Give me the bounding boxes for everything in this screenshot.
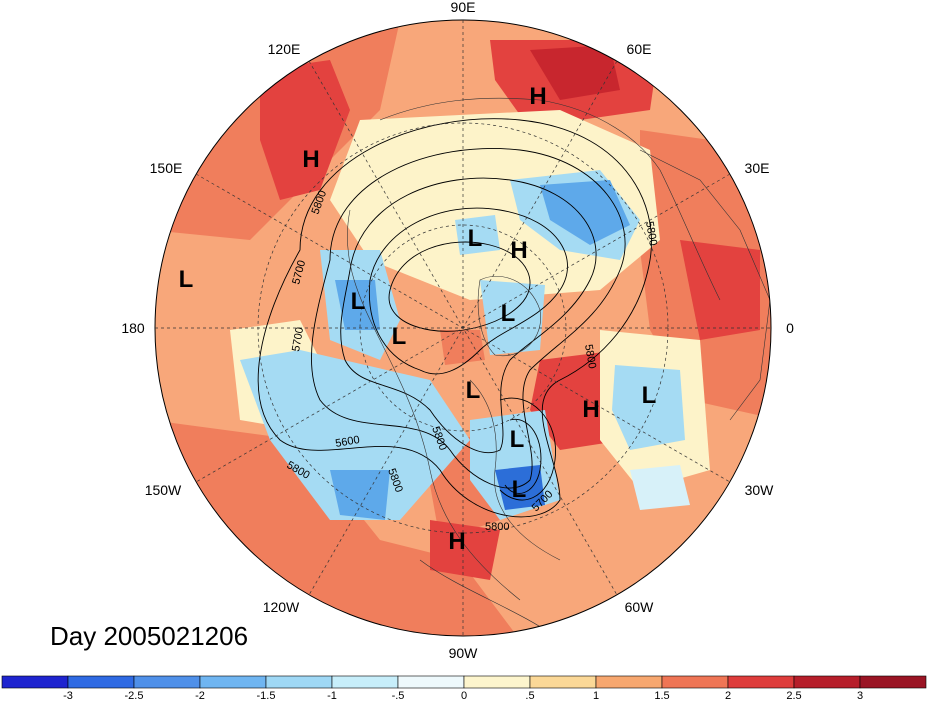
contour-trough-east-us bbox=[499, 397, 556, 501]
low-center-east-us: L bbox=[510, 426, 525, 453]
latitude-circle-outer bbox=[257, 122, 669, 534]
high-center-arctic: H bbox=[510, 237, 527, 264]
height-contours bbox=[257, 118, 652, 518]
high-center-eurasia: H bbox=[529, 83, 546, 110]
lon-label-30w: 30W bbox=[745, 482, 775, 498]
cool-anomaly-east-atlantic bbox=[612, 365, 685, 450]
colorbar-swatch bbox=[133, 675, 201, 689]
contour-label: 5700 bbox=[290, 326, 306, 352]
colorbar-tick-label: -.5 bbox=[392, 690, 405, 702]
coastline-europe bbox=[639, 149, 771, 421]
colorbar-tick-label: 0 bbox=[461, 690, 467, 702]
contour-5600 bbox=[340, 177, 597, 454]
contour-label: 5600 bbox=[334, 434, 360, 450]
colorbar-swatch bbox=[661, 675, 729, 689]
lon-label-120w: 120W bbox=[263, 599, 300, 615]
colorbar-tick-label: 2.5 bbox=[786, 690, 801, 702]
lon-label-150w: 150W bbox=[145, 482, 182, 498]
colorbar-swatch bbox=[199, 675, 267, 689]
high-center-siberia: H bbox=[302, 146, 319, 173]
low-center-alaska: L bbox=[351, 288, 366, 315]
lon-label-60w: 60W bbox=[625, 599, 655, 615]
contour-label: 5800 bbox=[582, 343, 598, 369]
coastline-north-america-east bbox=[469, 379, 561, 561]
lon-label-90e: 90E bbox=[451, 0, 476, 15]
cool-anomaly-alaska-core bbox=[335, 280, 380, 330]
lon-label-150e: 150E bbox=[150, 160, 183, 176]
colorbar-tick-label: 3 bbox=[857, 690, 863, 702]
low-center-hudson: L bbox=[466, 377, 481, 404]
contour-5700 bbox=[310, 148, 626, 489]
colorbar-swatch bbox=[331, 675, 399, 689]
low-center-greenland: L bbox=[501, 300, 516, 327]
colorbar-tick-label: -2 bbox=[195, 690, 205, 702]
colorbar-tick-label: -1 bbox=[327, 690, 337, 702]
cool-anomaly-greenland bbox=[480, 280, 545, 355]
coastline-greenland bbox=[477, 276, 541, 357]
warm-anomaly-mexico bbox=[430, 520, 500, 580]
warm-anomaly-polar bbox=[440, 330, 485, 365]
contour-label: 5800 bbox=[643, 220, 659, 246]
low-center-atlantic-coast: L bbox=[512, 476, 527, 503]
meridian-150e-30w bbox=[195, 173, 731, 483]
contour-5500 bbox=[368, 207, 568, 375]
map-title: Day 2005021206 bbox=[50, 621, 248, 651]
colorbar-swatch bbox=[265, 675, 333, 689]
cool-anomaly-scandinavia-core bbox=[540, 180, 630, 245]
coastline-north-america-west bbox=[347, 209, 521, 601]
cool-anomaly-subtropical bbox=[630, 465, 690, 510]
colorbar: -3 -2.5 -2 -1.5 -1 -.5 0 .5 1 1.5 2 2.5 3 bbox=[1, 675, 927, 702]
warm-anomaly-siberia bbox=[260, 60, 350, 200]
colorbar-tick-label: .5 bbox=[525, 690, 534, 702]
pressure-centers: H H L H L L L L L L H L L H bbox=[179, 83, 657, 555]
contour-trough-inner bbox=[504, 418, 542, 494]
low-center-east-atlantic: L bbox=[642, 382, 657, 409]
colorbar-swatch bbox=[529, 675, 597, 689]
colorbar-swatch bbox=[859, 675, 927, 689]
colorbar-swatch bbox=[1, 675, 69, 689]
colorbar-swatch bbox=[727, 675, 795, 689]
latitude-circle-inner bbox=[359, 224, 567, 432]
cool-anomaly-gulf-alaska bbox=[330, 470, 390, 520]
colorbar-tick-label: 1.5 bbox=[654, 690, 669, 702]
coastline-eurasia bbox=[379, 97, 721, 301]
cool-anomaly-north-pacific bbox=[240, 350, 470, 520]
colorbar-tick-label: 2 bbox=[725, 690, 731, 702]
colorbar-tick-label: -3 bbox=[63, 690, 73, 702]
colorbar-swatch bbox=[463, 675, 531, 689]
lon-label-120e: 120E bbox=[268, 41, 301, 57]
lon-label-30e: 30E bbox=[745, 160, 770, 176]
cool-anomaly-east-us-core bbox=[495, 465, 545, 510]
warm-anomaly-west-europe bbox=[680, 240, 760, 340]
graticule bbox=[155, 20, 771, 636]
colorbar-tick-label: -1.5 bbox=[257, 690, 276, 702]
colorbar-tick-label: 1 bbox=[593, 690, 599, 702]
lon-label-60e: 60E bbox=[627, 41, 652, 57]
low-center-siberia: L bbox=[468, 225, 483, 252]
colorbar-tick-label: -2.5 bbox=[125, 690, 144, 702]
lon-label-0: 0 bbox=[786, 320, 794, 336]
warm-anomaly-core-eurasia bbox=[530, 45, 620, 100]
longitude-labels: 90E 60E 30E 0 30W 60W 90W 120W 150W 180 … bbox=[121, 0, 794, 661]
colorbar-swatch bbox=[397, 675, 465, 689]
colorbar-swatch bbox=[595, 675, 663, 689]
contour-5400 bbox=[388, 241, 531, 332]
lon-label-180: 180 bbox=[121, 320, 145, 336]
colorbar-swatch bbox=[793, 675, 861, 689]
colorbar-swatch bbox=[67, 675, 135, 689]
low-center-west-pacific: L bbox=[179, 266, 194, 293]
contour-label: 5800 bbox=[485, 521, 509, 533]
lon-label-90w: 90W bbox=[449, 645, 479, 661]
low-center-yukon: L bbox=[392, 323, 407, 350]
high-center-atlantic: H bbox=[582, 396, 599, 423]
high-center-mexico: H bbox=[448, 528, 465, 555]
